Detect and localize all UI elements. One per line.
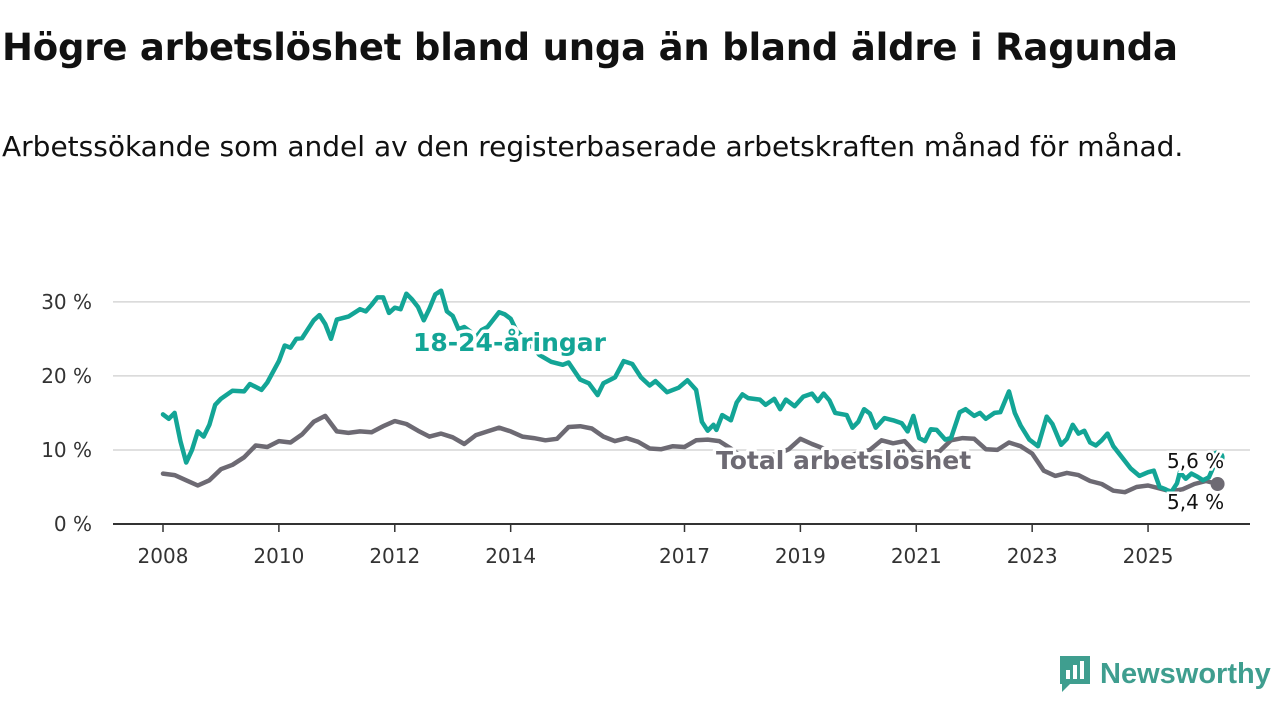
y-tick-label: 20 % bbox=[41, 364, 92, 388]
x-tick-label: 2014 bbox=[485, 544, 536, 568]
series-label-youth: 18-24-åringar bbox=[413, 328, 607, 357]
end-label-total: 5,4 % bbox=[1167, 490, 1224, 514]
x-tick-label: 2019 bbox=[775, 544, 826, 568]
end-label-youth: 5,6 % bbox=[1167, 449, 1224, 473]
chart-subtitle: Arbetssökande som andel av den registerb… bbox=[2, 130, 1184, 163]
y-tick-label: 30 % bbox=[41, 290, 92, 314]
x-tick-label: 2008 bbox=[138, 544, 189, 568]
y-tick-label: 10 % bbox=[41, 438, 92, 462]
newsworthy-logo-text: Newsworthy bbox=[1100, 657, 1271, 690]
x-tick-label: 2023 bbox=[1007, 544, 1058, 568]
x-tick-label: 2025 bbox=[1123, 544, 1174, 568]
x-tick-label: 2010 bbox=[253, 544, 304, 568]
chart-title: Högre arbetslöshet bland unga än bland ä… bbox=[2, 26, 1178, 69]
end-dot-youth bbox=[1210, 450, 1225, 465]
newsworthy-logo-icon bbox=[1060, 656, 1090, 692]
series-line-youth bbox=[160, 288, 1220, 495]
x-tick-label: 2012 bbox=[369, 544, 420, 568]
y-tick-label: 0 % bbox=[54, 512, 92, 536]
x-tick-label: 2017 bbox=[659, 544, 710, 568]
series-line-total bbox=[160, 413, 1220, 495]
x-tick-label: 2021 bbox=[891, 544, 942, 568]
newsworthy-logo: Newsworthy bbox=[1058, 652, 1271, 696]
series-label-total: Total arbetslöshet bbox=[716, 446, 971, 475]
end-dot-total bbox=[1210, 477, 1225, 492]
